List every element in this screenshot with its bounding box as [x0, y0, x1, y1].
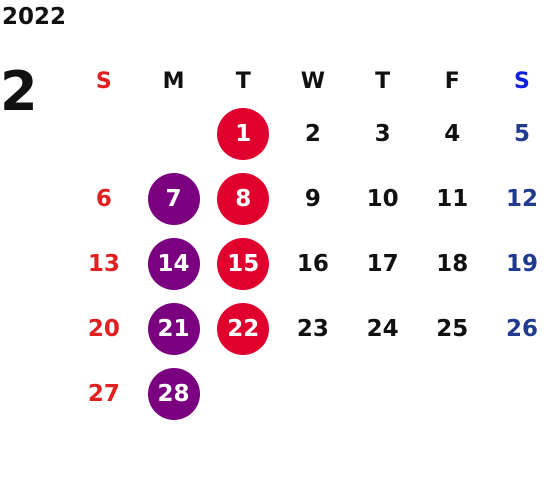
calendar-day[interactable]: 25: [436, 315, 469, 342]
calendar-cell: 5: [487, 101, 548, 166]
weekday-header-2: T: [235, 68, 251, 94]
calendar-cell: 27: [69, 361, 139, 426]
calendar-cell: [417, 361, 487, 426]
calendar-cell: 9: [278, 166, 348, 231]
calendar-cell: 6: [69, 166, 139, 231]
calendar-day-marked-purple[interactable]: 21: [147, 302, 200, 355]
calendar-month: 2: [0, 60, 38, 123]
calendar-cell: 1: [208, 101, 278, 166]
calendar-day[interactable]: 27: [87, 380, 120, 407]
weekday-header-4: T: [375, 68, 391, 94]
calendar-cell: [487, 361, 548, 426]
weekday-header-6: S: [514, 68, 530, 94]
calendar-day[interactable]: 12: [505, 185, 538, 212]
calendar-day-marked-red[interactable]: 1: [217, 107, 270, 160]
calendar-cell: 15: [208, 231, 278, 296]
calendar-day[interactable]: 17: [366, 250, 399, 277]
calendar-cell: 19: [487, 231, 548, 296]
calendar-day[interactable]: 20: [87, 315, 120, 342]
calendar-day-marked-purple[interactable]: 7: [147, 172, 200, 225]
calendar-day[interactable]: 9: [304, 185, 321, 212]
calendar-cell: 28: [139, 361, 209, 426]
calendar-cell: [69, 101, 139, 166]
calendar-weeks: 1 2 3 4 5 6 7 8 9 10 11 12 13 14 15 16 17 18 19 20 21 22 23 24 2…: [69, 101, 548, 426]
calendar-cell: 14: [139, 231, 209, 296]
calendar-day[interactable]: 18: [436, 250, 469, 277]
calendar-day[interactable]: 11: [436, 185, 469, 212]
calendar-cell: 3: [348, 101, 418, 166]
calendar-cell: 23: [278, 296, 348, 361]
calendar-week-row: 27 28: [69, 361, 548, 426]
calendar-day[interactable]: 23: [296, 315, 329, 342]
calendar-cell: 2: [278, 101, 348, 166]
calendar-cell: 26: [487, 296, 548, 361]
calendar-cell: 17: [348, 231, 418, 296]
calendar-cell: [139, 101, 209, 166]
calendar-cell: 21: [139, 296, 209, 361]
calendar-day[interactable]: 24: [366, 315, 399, 342]
calendar-cell: 8: [208, 166, 278, 231]
calendar-week-row: 20 21 22 23 24 25 26: [69, 296, 548, 361]
calendar-day-marked-red[interactable]: 22: [217, 302, 270, 355]
weekday-header-0: S: [95, 68, 112, 94]
calendar-cell: 13: [69, 231, 139, 296]
calendar-cell: 11: [417, 166, 487, 231]
calendar-year: 2022: [2, 4, 67, 30]
calendar-cell: 20: [69, 296, 139, 361]
calendar-week-row: 1 2 3 4 5: [69, 101, 548, 166]
calendar-cell: 16: [278, 231, 348, 296]
calendar-cell: 24: [348, 296, 418, 361]
calendar-cell: 18: [417, 231, 487, 296]
calendar-day[interactable]: 6: [95, 185, 112, 212]
calendar-cell: [348, 361, 418, 426]
calendar-day-marked-red[interactable]: 8: [217, 172, 270, 225]
calendar-week-row: 13 14 15 16 17 18 19: [69, 231, 548, 296]
calendar-cell: 12: [487, 166, 548, 231]
calendar-cell: 4: [417, 101, 487, 166]
weekday-header-3: W: [300, 68, 326, 94]
calendar-day[interactable]: 2: [304, 120, 321, 147]
calendar-day[interactable]: 4: [444, 120, 461, 147]
calendar-cell: [278, 361, 348, 426]
calendar-day-marked-purple[interactable]: 28: [147, 367, 200, 420]
calendar-day[interactable]: 16: [296, 250, 329, 277]
calendar-cell: 22: [208, 296, 278, 361]
calendar-day-marked-red[interactable]: 15: [217, 237, 270, 290]
calendar-day[interactable]: 10: [366, 185, 399, 212]
calendar-cell: [208, 361, 278, 426]
calendar-day[interactable]: 19: [505, 250, 538, 277]
weekday-header-5: F: [444, 68, 460, 94]
calendar-cell: 10: [348, 166, 418, 231]
calendar-cell: 25: [417, 296, 487, 361]
calendar-day[interactable]: 13: [87, 250, 120, 277]
calendar-day[interactable]: 5: [513, 120, 530, 147]
calendar-day-marked-purple[interactable]: 14: [147, 237, 200, 290]
weekday-header-1: M: [162, 68, 185, 94]
calendar-cell: 7: [139, 166, 209, 231]
calendar-week-row: 6 7 8 9 10 11 12: [69, 166, 548, 231]
calendar-day[interactable]: 26: [505, 315, 538, 342]
calendar-day[interactable]: 3: [374, 120, 391, 147]
